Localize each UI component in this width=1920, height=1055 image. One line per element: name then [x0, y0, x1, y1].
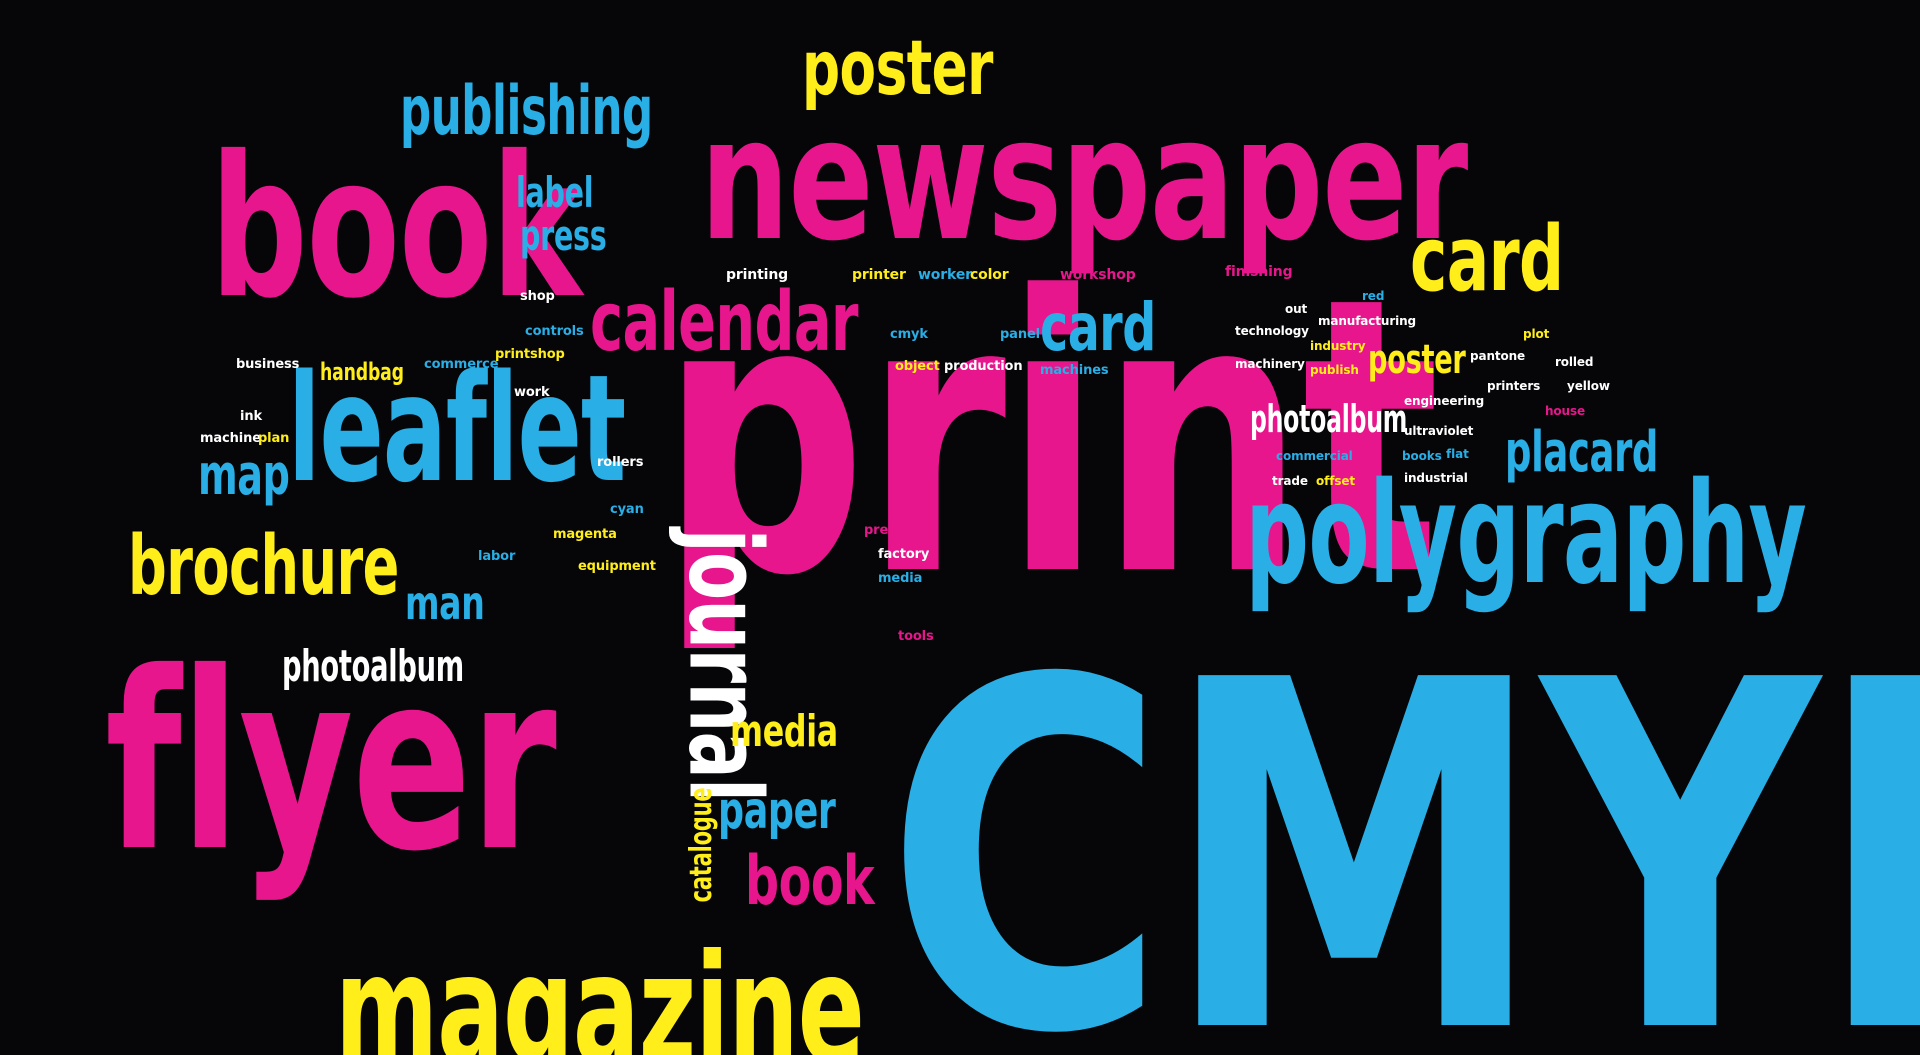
word-print: print: [660, 216, 1440, 659]
word-publish: publish: [1310, 363, 1359, 377]
word-journal: journal: [666, 528, 784, 802]
word-commercial: commercial: [1276, 449, 1353, 463]
word-production: production: [944, 359, 1023, 374]
word-press: press: [520, 211, 607, 260]
word-factory: factory: [878, 547, 930, 562]
word-photoalbum-left: photoalbum: [282, 641, 464, 692]
word-media-small: media: [878, 571, 923, 586]
word-manufacturing: manufacturing: [1318, 314, 1417, 328]
word-printshop: printshop: [495, 347, 565, 362]
word-photoalbum-right: photoalbum: [1250, 397, 1408, 441]
word-pantone: pantone: [1470, 349, 1526, 363]
word-polygraphy: polygraphy: [1245, 453, 1807, 616]
word-printers: printers: [1487, 379, 1541, 393]
word-book-small: book: [745, 842, 875, 921]
word-ultraviolet: ultraviolet: [1404, 424, 1474, 438]
word-ink: ink: [240, 409, 262, 424]
word-placard: placard: [1505, 420, 1659, 485]
word-house: house: [1545, 404, 1586, 418]
word-brochure: brochure: [128, 519, 399, 614]
word-controls: controls: [525, 324, 584, 339]
word-commerce: commerce: [424, 357, 499, 372]
word-tools: tools: [898, 629, 934, 644]
word-media: media: [730, 706, 838, 757]
word-paper: paper: [718, 781, 836, 841]
word-worker: worker: [918, 267, 972, 283]
word-work: work: [514, 385, 550, 400]
word-color: color: [970, 267, 1009, 283]
word-equipment: equipment: [578, 559, 656, 574]
word-rollers: rollers: [597, 455, 644, 470]
word-flyer: flyer: [105, 620, 557, 905]
word-label: label: [516, 168, 594, 217]
word-out: out: [1285, 302, 1308, 316]
word-engineering: engineering: [1404, 394, 1485, 408]
word-books: books: [1402, 449, 1442, 463]
word-labor: labor: [478, 549, 516, 564]
word-magazine: magazine: [335, 923, 865, 1055]
word-machines: machines: [1040, 363, 1109, 378]
word-cmyk-small: cmyk: [890, 327, 928, 342]
word-printing: printing: [726, 267, 789, 283]
word-leaflet: leaflet: [288, 343, 626, 515]
word-industrial: industrial: [1404, 471, 1468, 485]
word-object: object: [895, 359, 940, 374]
word-flat: flat: [1446, 447, 1469, 461]
word-presses: presses: [864, 523, 920, 538]
word-newspaper: newspaper: [700, 81, 1468, 279]
word-handbag: handbag: [320, 358, 404, 386]
word-shop: shop: [520, 289, 555, 304]
word-machinery: machinery: [1235, 357, 1305, 371]
word-rolled: rolled: [1555, 355, 1594, 369]
word-plan: plan: [258, 431, 290, 446]
word-poster-top: poster: [802, 23, 993, 112]
word-workshop: workshop: [1060, 267, 1136, 283]
word-printer: printer: [852, 267, 906, 283]
word-card-yellow: card: [1410, 207, 1564, 312]
word-trade: trade: [1272, 474, 1308, 488]
word-plot: plot: [1523, 327, 1550, 341]
word-map: map: [198, 443, 290, 508]
word-magenta: magenta: [553, 527, 617, 542]
word-man: man: [405, 576, 485, 630]
word-yellow: yellow: [1567, 379, 1610, 393]
word-poster-small: poster: [1368, 337, 1466, 383]
word-industry: industry: [1310, 339, 1366, 353]
word-finishing: finishing: [1225, 264, 1293, 280]
word-panel: panel: [1000, 327, 1040, 342]
word-publishing: publishing: [400, 72, 653, 151]
word-catalogue: catalogue: [684, 787, 719, 903]
word-offset: offset: [1316, 474, 1355, 488]
word-cmyk: CMYK: [885, 580, 1920, 1055]
word-card-cyan: card: [1040, 289, 1156, 366]
word-red: red: [1362, 289, 1385, 303]
word-cyan: cyan: [610, 502, 644, 517]
word-business: business: [236, 357, 300, 372]
word-machine: machine: [200, 431, 261, 446]
word-book: book: [210, 114, 582, 341]
word-calendar: calendar: [590, 275, 858, 370]
word-technology: technology: [1235, 324, 1309, 338]
